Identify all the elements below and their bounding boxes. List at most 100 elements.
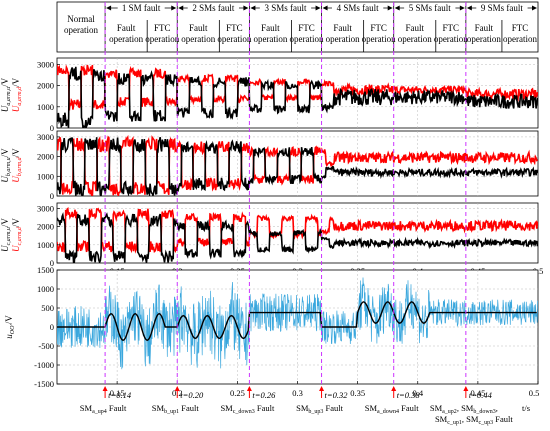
- y-axis-label-upper: Ua,arm,u/V: [0, 77, 12, 112]
- subphase-line: FTC: [154, 23, 171, 33]
- waveforms: [57, 64, 538, 128]
- subphase-line: FTC: [298, 23, 315, 33]
- ev-sub: a_down4: [377, 409, 399, 415]
- subphase-line: operation: [434, 34, 468, 44]
- y-tick-label: 0: [50, 123, 54, 133]
- x-tick-label: 0.4: [412, 388, 423, 398]
- label-sub: a,arm,u: [6, 87, 12, 106]
- phase-arrow-head: [387, 5, 393, 11]
- phase-label-bg: [187, 3, 239, 13]
- subphase-line: operation: [109, 34, 143, 44]
- y-axis-label-upper: Ub,arm,u/V: [0, 148, 12, 183]
- phase-arrow-head: [106, 5, 112, 11]
- subphase-line: operation: [503, 34, 537, 44]
- phase-label-line: operation: [64, 25, 98, 35]
- y-tick-label: -1500: [34, 379, 54, 389]
- subphase-line: operation: [467, 34, 501, 44]
- label-unit: /V: [11, 218, 21, 228]
- subphase-line: FTC: [226, 23, 243, 33]
- fault-arrow-head: [102, 386, 108, 391]
- label-unit: /V: [0, 77, 10, 87]
- y-axis-label-lower: Ub,arm,d/V: [11, 148, 23, 183]
- arm-voltage-trace: [57, 134, 538, 196]
- subphase-line: Fault: [475, 23, 494, 33]
- y-axis-label-lower: Uc,arm,d/V: [11, 218, 23, 252]
- fault-time-label: t=0.20: [180, 390, 204, 400]
- subphase-line: Fault: [333, 23, 352, 33]
- ev-sub: a_up2: [442, 409, 457, 415]
- subphase-fault: Fault operation: [109, 23, 143, 44]
- ev-sub: c_up1: [447, 420, 462, 426]
- ev-main: SM: [365, 403, 378, 413]
- fault-event-label: SMb_up3 Fault: [296, 403, 344, 415]
- phase-label-line: Normal: [67, 14, 95, 24]
- y-tick-label: 1000: [37, 171, 54, 181]
- ev-main: SM: [80, 403, 93, 413]
- phase-label-bg: [404, 3, 456, 13]
- phase-label: 2 SMs fault: [192, 3, 235, 13]
- phase-label: 9 SMs fault: [481, 3, 524, 13]
- ev-suffix: Fault: [255, 403, 275, 413]
- ev-suffix: , SM: [462, 414, 479, 424]
- ev-main: SM: [152, 403, 165, 413]
- phase-label-bg: [259, 3, 312, 13]
- uoo-trace-filtered: [57, 301, 537, 342]
- fault-arrow-head: [246, 386, 252, 391]
- subphase-ftc: FTC operation: [362, 23, 396, 44]
- label-sub: b,arm,u: [6, 157, 12, 176]
- subphase-line: FTC: [512, 23, 529, 33]
- subphase-ftc: FTC operation: [434, 23, 468, 44]
- subphase-ftc: FTC operation: [217, 23, 251, 44]
- label-sub: OO': [10, 324, 16, 335]
- label-sub: b,arm,d: [17, 156, 23, 176]
- y-tick-label: 2000: [37, 81, 54, 91]
- ev-suffix: Fault: [107, 403, 127, 413]
- phase-arrow-head: [243, 5, 249, 11]
- subphase-fault: Fault operation: [467, 23, 501, 44]
- ev-main: SM: [296, 403, 309, 413]
- label-main: U: [11, 245, 21, 252]
- phase-label: 5 SMs fault: [409, 3, 452, 13]
- x-tick-label: 0.3: [292, 388, 303, 398]
- fault-time-label: t=0.32: [325, 390, 349, 400]
- label-sub: c,arm,u: [6, 227, 12, 245]
- phase-label-bg: [331, 3, 384, 13]
- ev-suffix: Fault: [179, 403, 199, 413]
- phase-label: 3 SMs fault: [264, 3, 307, 13]
- subphase-line: operation: [253, 34, 287, 44]
- subphase-line: Fault: [117, 23, 136, 33]
- phase-arrow-head: [322, 5, 328, 11]
- ev-main: SM: [220, 403, 233, 413]
- arm-panel-c: 0100020003000Uc,arm,u/VUc,arm,d/V0.150.2…: [0, 202, 543, 276]
- ev-suffix: Fault: [493, 414, 513, 424]
- y-tick-label: 2000: [37, 222, 54, 232]
- y-tick-label: -1000: [34, 360, 54, 370]
- x-unit-label: t/s: [522, 403, 530, 413]
- ev-sub: c_up3: [478, 420, 493, 426]
- subphase-fault: Fault operation: [253, 23, 287, 44]
- phase-label: 1 SM fault: [122, 3, 161, 13]
- y-axis-label-lower: Ua,arm,d/V: [11, 77, 23, 112]
- fault-time-label: t=0.38: [397, 390, 421, 400]
- label-main: U: [0, 176, 10, 183]
- fault-arrow-head: [319, 386, 325, 391]
- waveforms: [57, 134, 538, 196]
- label-main: U: [11, 105, 21, 112]
- subphase-fault: Fault operation: [181, 23, 215, 44]
- subphase-ftc: FTC operation: [145, 23, 179, 44]
- fault-event-label: SMa_up2, SMb_down3,: [430, 403, 498, 415]
- subphase-line: operation: [217, 34, 251, 44]
- label-sub: a,arm,d: [17, 86, 23, 106]
- y-tick-label: 0: [50, 191, 54, 201]
- arm-voltage-trace: [57, 212, 538, 263]
- ev-sub: b_up3: [308, 409, 323, 415]
- y-tick-label: 0: [50, 258, 54, 268]
- label-main: U: [0, 105, 10, 112]
- subphase-line: Fault: [189, 23, 208, 33]
- label-main: u: [4, 334, 14, 339]
- fault-arrow-head: [391, 386, 397, 391]
